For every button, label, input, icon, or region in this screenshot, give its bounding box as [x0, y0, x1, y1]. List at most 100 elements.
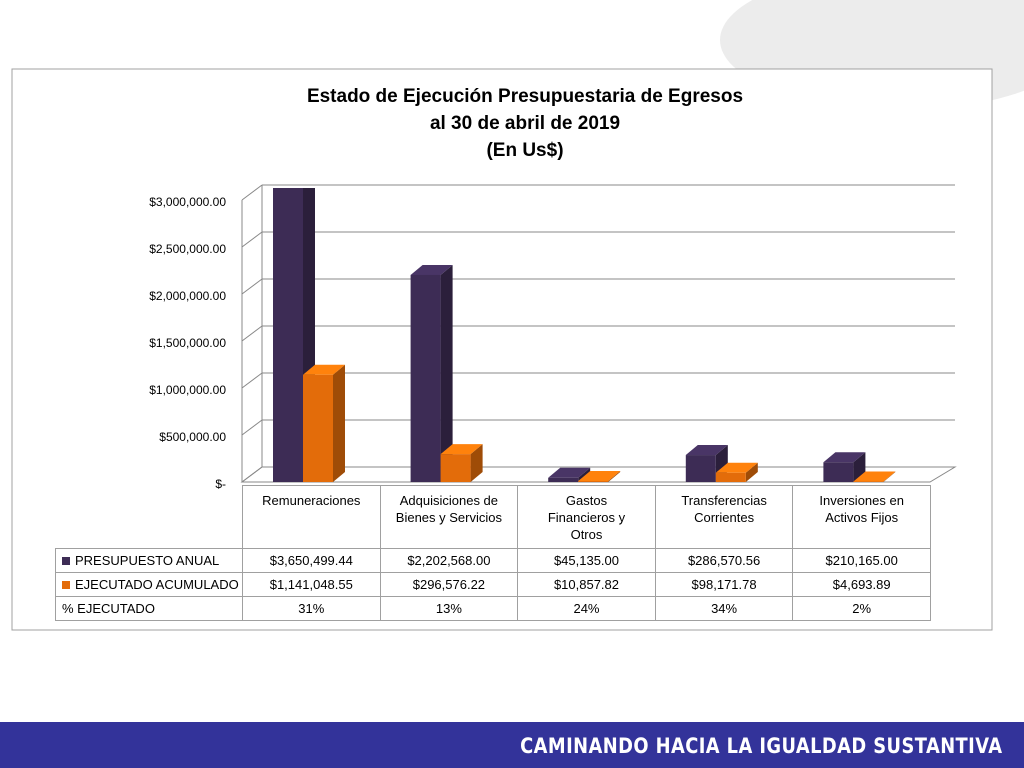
bar-front [303, 374, 333, 482]
y-tick-label: $2,500,000.00 [149, 242, 226, 256]
grid-line-side [241, 231, 263, 248]
cell-text: % EJECUTADO [62, 601, 155, 616]
bar-top [440, 444, 483, 455]
bar-top [548, 467, 591, 478]
footer-text: CAMINANDO HACIA LA IGUALDAD SUSTANTIVA [519, 734, 1002, 758]
cell-text: Transferencias Corrientes [681, 493, 767, 525]
x-tick-label: Remuneraciones [242, 485, 381, 549]
cell-text: $210,165.00 [825, 553, 898, 568]
data-label: 31% [242, 596, 381, 621]
cell-text: $45,135.00 [553, 553, 620, 568]
data-label: $3,650,499.44 [242, 548, 381, 573]
bars [273, 188, 896, 482]
bar-side [470, 444, 483, 482]
bar-top [303, 364, 345, 375]
bar-side [440, 264, 453, 482]
row-label: % EJECUTADO [55, 596, 243, 621]
data-label: $10,857.82 [517, 572, 656, 597]
legend-key [62, 556, 70, 565]
cell-text: 13% [435, 601, 462, 616]
x-tick-label: Adquisiciones de Bienes y Servicios [379, 485, 519, 549]
cell-text: $286,570.56 [687, 553, 761, 568]
bar-front [715, 472, 746, 482]
data-label: $4,693.89 [792, 572, 931, 597]
legend-entry: EJECUTADO ACUMULADO [55, 572, 243, 597]
data-label: $45,135.00 [517, 548, 656, 573]
cell-text: Gastos Financieros y Otros [547, 493, 626, 542]
x-tick-label: Inversiones en Activos Fijos [792, 485, 931, 549]
data-label: $210,165.00 [792, 548, 931, 573]
bar-top [410, 264, 453, 275]
cell-text: Adquisiciones de Bienes y Servicios [395, 493, 502, 525]
y-tick-label: $3,000,000.00 [149, 195, 226, 209]
bar [578, 470, 621, 482]
cell-text: 2% [852, 601, 872, 616]
data-label: $296,576.22 [379, 572, 519, 597]
bar-top [853, 471, 896, 482]
bar [548, 467, 591, 482]
cell-text: PRESUPUESTO ANUAL [75, 553, 220, 568]
y-tick-label: $1,500,000.00 [149, 336, 226, 350]
bar [823, 452, 866, 482]
grid-line-side [241, 419, 263, 436]
data-label: 34% [654, 596, 794, 621]
y-tick-label: $- [215, 477, 226, 491]
cell-text: 24% [573, 601, 600, 616]
cell-text: EJECUTADO ACUMULADO [75, 577, 239, 592]
cell-text: $2,202,568.00 [407, 553, 491, 568]
grid-line-side [241, 372, 263, 389]
bar-side [333, 364, 345, 482]
bar-top [715, 462, 758, 473]
bar [853, 471, 896, 482]
bar-side [578, 467, 591, 482]
cell-text: Inversiones en Activos Fijos [819, 493, 904, 525]
y-tick-label: $500,000.00 [159, 430, 226, 444]
footer-banner: CAMINANDO HACIA LA IGUALDAD SUSTANTIVA [0, 722, 1024, 768]
bar-side [608, 470, 621, 482]
grid-line-side [241, 184, 263, 201]
y-tick-label: $2,000,000.00 [149, 289, 226, 303]
grid-line-side [241, 325, 263, 342]
cell-text: 31% [298, 601, 325, 616]
data-label: $2,202,568.00 [379, 548, 519, 573]
bar-side [883, 471, 896, 482]
cell-text: 34% [711, 601, 738, 616]
grid-line-side [241, 278, 263, 295]
bar-front [548, 477, 579, 482]
cell-text: $296,576.22 [412, 577, 486, 592]
data-label: $1,141,048.55 [242, 572, 381, 597]
cell-text: $3,650,499.44 [269, 553, 353, 568]
bar [303, 364, 345, 482]
chart-frame [11, 68, 993, 631]
cell-text: Remuneraciones [262, 493, 361, 508]
legend-key [62, 580, 70, 589]
bar-side [853, 452, 866, 482]
cell-text: $10,857.82 [553, 577, 620, 592]
cell-text: $1,141,048.55 [269, 577, 353, 592]
bar-front [685, 455, 716, 482]
x-tick-label: Gastos Financieros y Otros [517, 485, 656, 549]
y-tick-label: $1,000,000.00 [149, 383, 226, 397]
bar-front [440, 454, 471, 482]
x-tick-label: Transferencias Corrientes [654, 485, 794, 549]
bar-top [823, 452, 866, 463]
bar-front [578, 480, 609, 482]
bar-front [823, 462, 854, 482]
data-label: 24% [517, 596, 656, 621]
cell-text: $4,693.89 [832, 577, 891, 592]
grid-line-side [241, 466, 263, 483]
bar-front [273, 188, 303, 482]
bar-top [685, 445, 728, 456]
bar-front [410, 274, 441, 482]
bar [440, 444, 483, 482]
bar-side [745, 462, 758, 482]
data-label: 2% [792, 596, 931, 621]
data-label: 13% [379, 596, 519, 621]
bar [715, 462, 758, 482]
chart-title: Estado de Ejecución Presupuestaria de Eg… [307, 86, 743, 107]
legend-entry: PRESUPUESTO ANUAL [55, 548, 243, 573]
cell-text: $98,171.78 [691, 577, 757, 592]
data-label: $286,570.56 [654, 548, 794, 573]
